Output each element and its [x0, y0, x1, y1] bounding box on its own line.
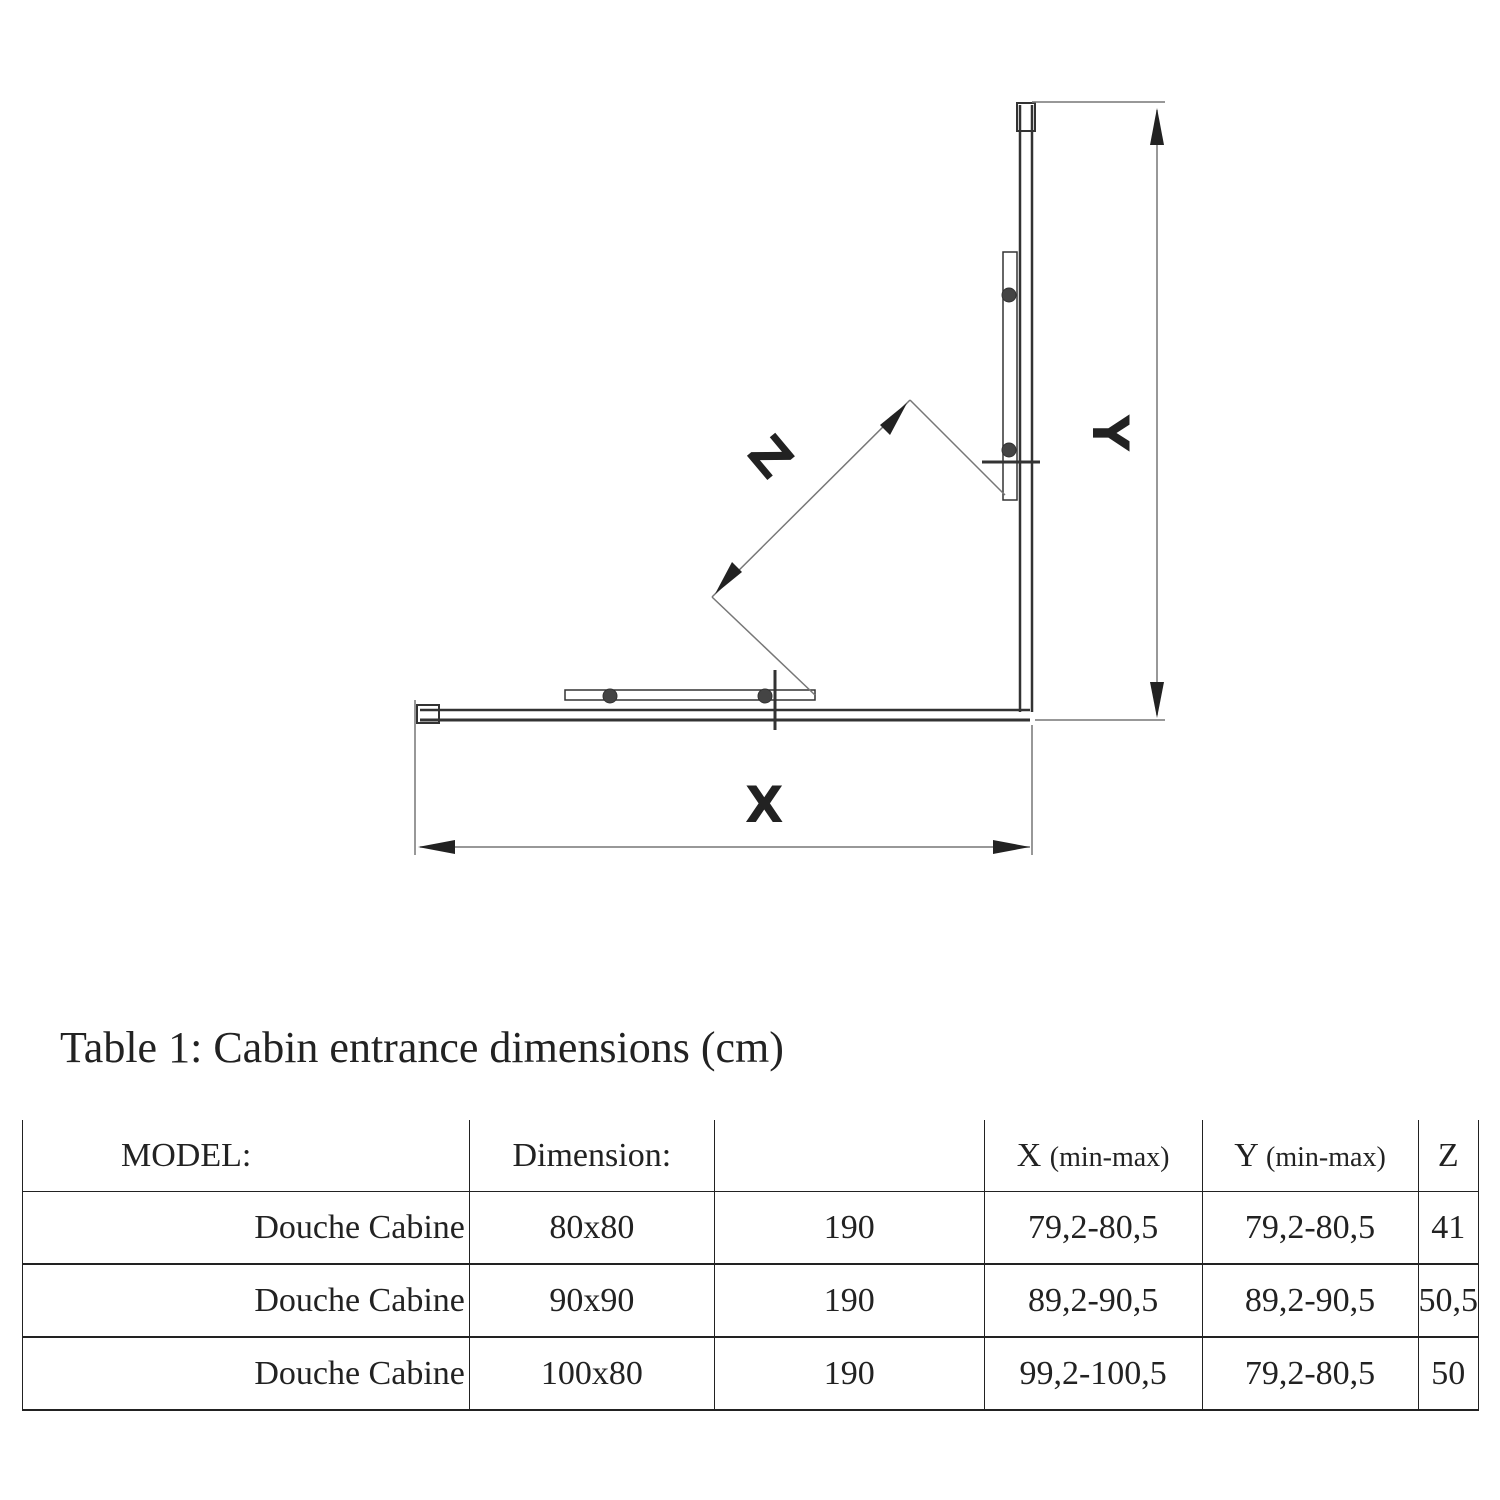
dimensions-table: MODEL: Dimension: X (min-max) Y (min-max…	[22, 1120, 1479, 1411]
cell-model: Douche Cabine	[22, 1263, 470, 1338]
cell-dimension: 80x80	[468, 1191, 715, 1265]
header-subtext: (min-max)	[1049, 1141, 1170, 1173]
cell-x: 99,2-100,5	[983, 1336, 1203, 1411]
header-text: X	[1016, 1136, 1042, 1174]
cell-y: 79,2-80,5	[1201, 1191, 1419, 1265]
header-text: Z	[1437, 1136, 1459, 1174]
vertical-wall-profile	[982, 102, 1040, 712]
header-y: Y (min-max)	[1201, 1120, 1419, 1192]
horizontal-wall-profile	[416, 670, 1030, 730]
header-blank	[713, 1120, 985, 1192]
cell-dimension: 100x80	[468, 1336, 715, 1411]
cell-z: 50,5	[1417, 1263, 1479, 1338]
cell-dimension: 90x90	[468, 1263, 715, 1338]
cell-model: Douche Cabine	[22, 1336, 470, 1411]
cell-height: 190	[713, 1191, 985, 1265]
table-caption: Table 1: Cabin entrance dimensions (cm)	[60, 1023, 784, 1072]
dimension-label-x: X	[745, 776, 784, 834]
header-model: MODEL:	[22, 1120, 470, 1192]
header-text: Y	[1234, 1136, 1258, 1174]
table-row: Douche Cabine 80x80 190 79,2-80,5 79,2-8…	[22, 1191, 1479, 1265]
table-row: Douche Cabine 100x80 190 99,2-100,5 79,2…	[22, 1336, 1479, 1411]
cell-z: 41	[1417, 1191, 1479, 1265]
table-row: Douche Cabine 90x90 190 89,2-90,5 89,2-9…	[22, 1263, 1479, 1338]
header-text: Dimension:	[512, 1136, 672, 1174]
cell-x: 89,2-90,5	[983, 1263, 1203, 1338]
header-z: Z	[1417, 1120, 1479, 1192]
header-subtext: (min-max)	[1266, 1141, 1386, 1173]
cell-x: 79,2-80,5	[983, 1191, 1203, 1265]
dimension-label-y: Y	[1081, 414, 1140, 452]
cell-height: 190	[713, 1263, 985, 1338]
cell-height: 190	[713, 1336, 985, 1411]
cell-z: 50	[1417, 1336, 1479, 1411]
cell-y: 79,2-80,5	[1201, 1336, 1419, 1411]
cell-model: Douche Cabine	[22, 1191, 470, 1265]
header-text: MODEL:	[121, 1136, 252, 1174]
cell-y: 89,2-90,5	[1201, 1263, 1419, 1338]
table-header-row: MODEL: Dimension: X (min-max) Y (min-max…	[22, 1120, 1479, 1192]
shower-cabin-diagram	[414, 101, 1165, 855]
header-dimension: Dimension:	[468, 1120, 715, 1192]
header-x: X (min-max)	[983, 1120, 1203, 1192]
